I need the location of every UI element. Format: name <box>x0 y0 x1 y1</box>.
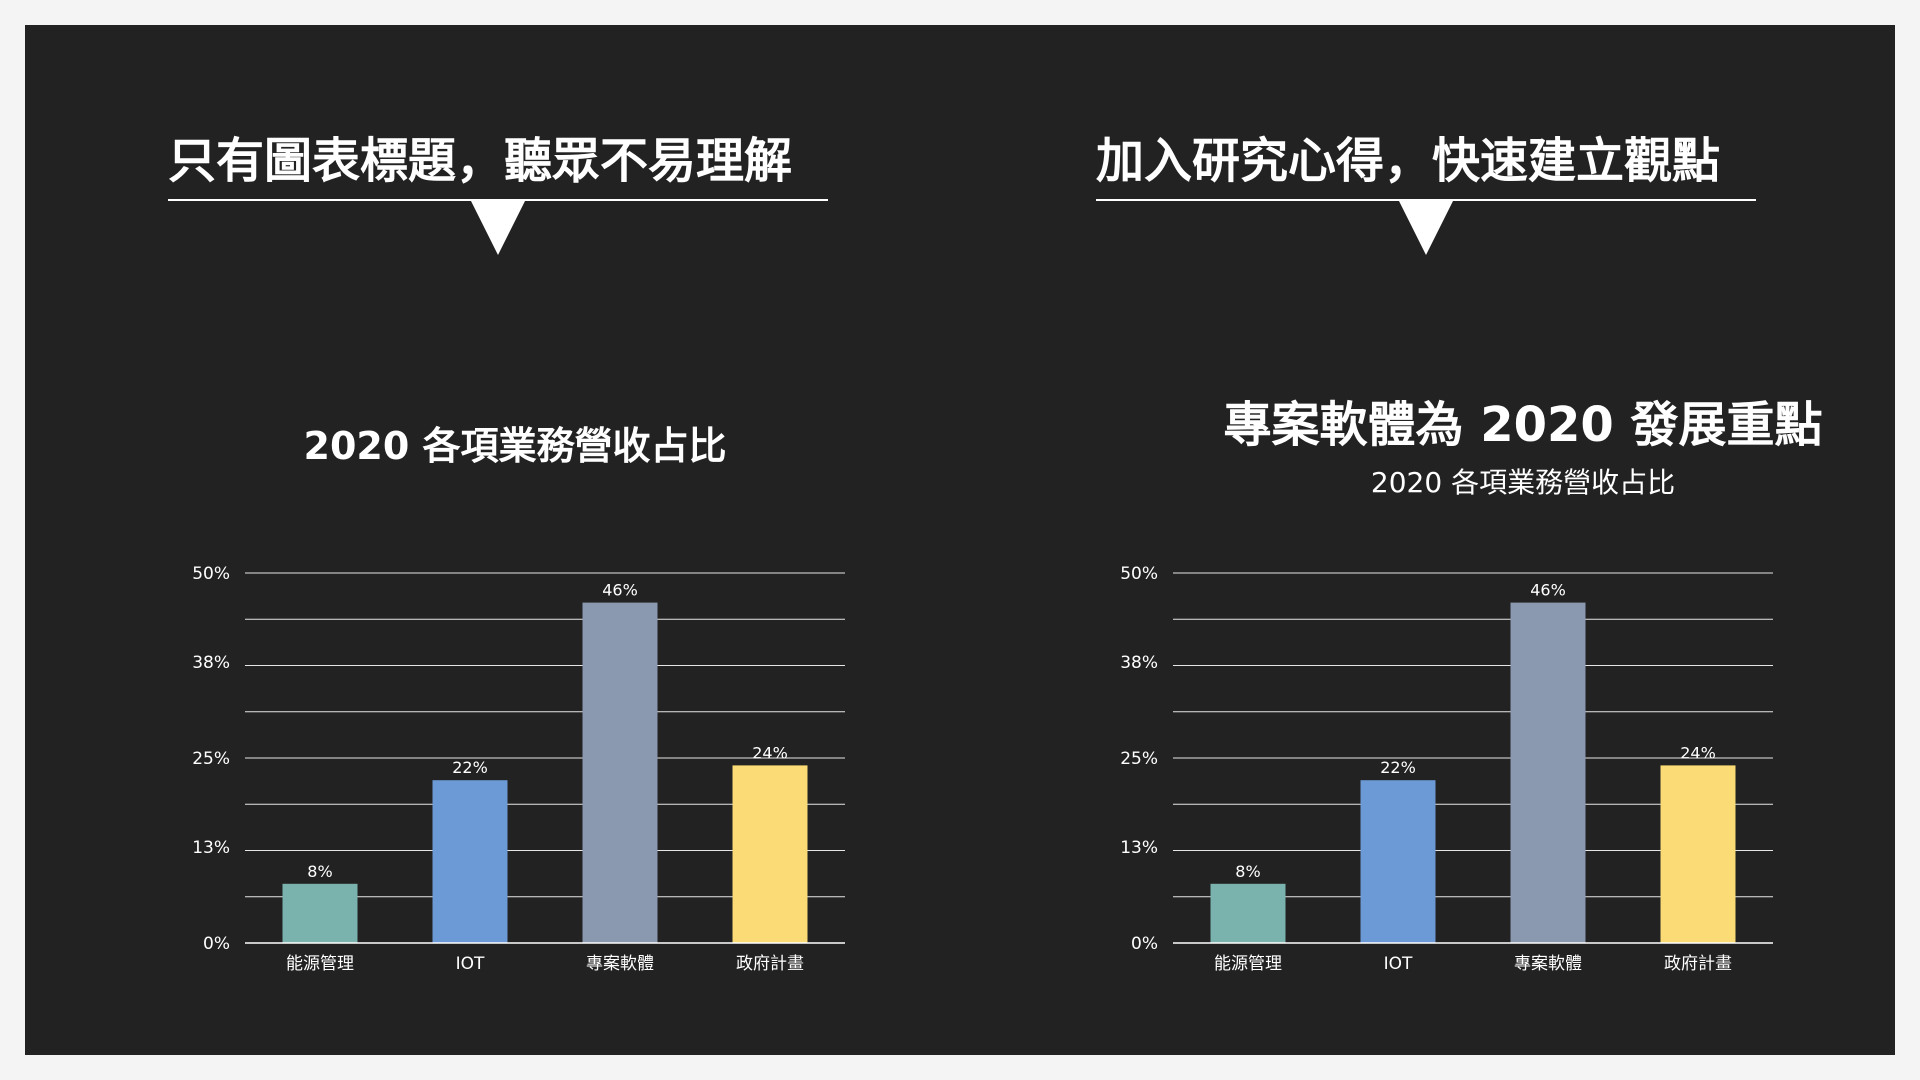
left-chart-title: 2020 各項業務營收占比 <box>303 424 727 468</box>
x-tick-label: IOT <box>456 954 485 974</box>
right-down-triangle-icon <box>1399 201 1453 255</box>
y-tick-label: 13% <box>192 838 230 858</box>
insight-title: 專案軟體為 2020 發展重點 <box>1223 397 1823 453</box>
x-tick-label: 能源管理 <box>286 954 354 974</box>
left-heading-rule <box>168 199 828 201</box>
right-bar-chart: 0% 13% 25% 38% 50% 8% 能源管理 22% IOT 46% 專案軟體 24% 政府計畫 <box>1120 564 1773 974</box>
right-heading: 加入研究心得，快速建立觀點 <box>1096 133 1721 189</box>
slide: 只有圖表標題，聽眾不易理解 2020 各項業務營收占比 0% 13% 25% 38% 5… <box>25 25 1895 1055</box>
left-bar-chart: 0% 13% 25% 38% 50% 8% 能源管理 22% IOT 46% 專案軟體 24% 政府計畫 <box>192 564 845 974</box>
data-label: 22% <box>1380 758 1416 777</box>
x-tick-label: 能源管理 <box>1214 954 1282 974</box>
right-heading-rule <box>1096 199 1756 201</box>
y-tick-label: 25% <box>1120 749 1158 769</box>
bar <box>582 602 658 943</box>
data-label: 24% <box>1680 743 1716 762</box>
bar <box>1360 780 1436 943</box>
x-tick-label: 專案軟體 <box>586 954 654 974</box>
right-panel: 加入研究心得，快速建立觀點 專案軟體為 2020 發展重點 2020 各項業務營… <box>953 25 1853 1055</box>
left-down-triangle-icon <box>471 201 525 255</box>
data-label: 46% <box>602 581 638 600</box>
bar <box>1660 765 1736 943</box>
y-tick-label: 25% <box>192 749 230 769</box>
bar <box>282 883 358 943</box>
data-label: 46% <box>1530 581 1566 600</box>
y-tick-label: 50% <box>1120 564 1158 584</box>
x-tick-label: 政府計畫 <box>1664 954 1732 974</box>
y-tick-label: 38% <box>1120 653 1158 673</box>
x-tick-label: IOT <box>1384 954 1413 974</box>
data-label: 22% <box>452 758 488 777</box>
right-chart-subtitle: 2020 各項業務營收占比 <box>1370 466 1676 499</box>
bar <box>1210 883 1286 943</box>
y-tick-label: 13% <box>1120 838 1158 858</box>
data-label: 8% <box>307 862 332 881</box>
bar <box>1510 602 1586 943</box>
data-label: 24% <box>752 743 788 762</box>
y-tick-label: 0% <box>203 934 230 954</box>
left-panel: 只有圖表標題，聽眾不易理解 2020 各項業務營收占比 0% 13% 25% 38% 5… <box>25 25 925 1055</box>
y-tick-label: 0% <box>1131 934 1158 954</box>
bar <box>732 765 808 943</box>
x-tick-label: 專案軟體 <box>1514 954 1582 974</box>
left-heading: 只有圖表標題，聽眾不易理解 <box>168 133 793 189</box>
bar <box>432 780 508 943</box>
x-tick-label: 政府計畫 <box>736 954 804 974</box>
y-tick-label: 38% <box>192 653 230 673</box>
y-tick-label: 50% <box>192 564 230 584</box>
data-label: 8% <box>1235 862 1260 881</box>
